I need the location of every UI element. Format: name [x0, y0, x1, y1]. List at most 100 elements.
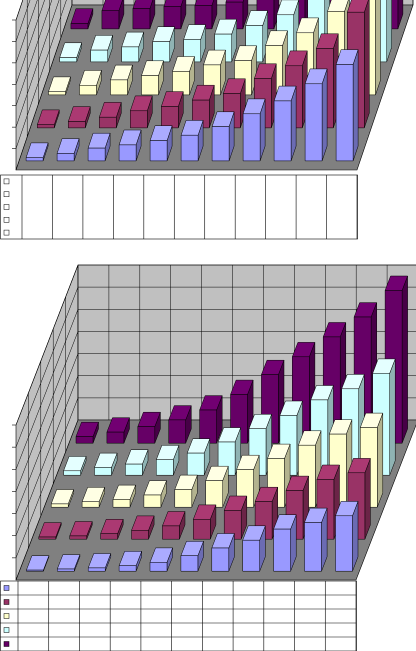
bar-front [69, 535, 87, 540]
bar-series-1-category-11 [335, 49, 359, 162]
bar-front [172, 71, 190, 96]
bar-front [63, 470, 81, 476]
bar-series-2-category-5 [160, 91, 184, 129]
bar-series-4-category-4 [152, 26, 176, 63]
bar-front [273, 100, 292, 162]
bar-series-2-category-4 [129, 95, 153, 129]
bar-side [321, 68, 328, 161]
bar-series-1-category-4 [118, 129, 142, 162]
bar-front [162, 525, 180, 540]
bar-front [118, 144, 137, 162]
bar-front [50, 503, 69, 508]
bar-front [152, 41, 170, 63]
legend-key-series-4 [3, 627, 10, 633]
bar-series-4-category-7 [245, 10, 269, 63]
bar-front [118, 565, 137, 572]
bar-front [121, 46, 139, 63]
bar-series-3-category-2 [79, 70, 102, 96]
bar-series-1-category-8 [242, 98, 266, 162]
bar-front [242, 539, 260, 572]
bar-front [112, 499, 131, 508]
legend-key-series-2 [3, 599, 10, 605]
bar-series-1-category-8 [242, 525, 266, 572]
bar-series-5-category-2 [101, 0, 125, 30]
bar-series-1-category-4 [118, 551, 143, 572]
bar-front [87, 147, 106, 162]
bar-series-2-category-7 [223, 495, 248, 540]
bar-series-2-category-2 [69, 521, 93, 540]
bar-front [205, 480, 223, 508]
bar-series-5-category-3 [132, 0, 156, 30]
bar-series-1-category-9 [273, 85, 297, 162]
bar-series-1-category-2 [56, 554, 81, 572]
bar-series-1-category-7 [211, 533, 235, 572]
bar-front [186, 452, 205, 476]
bar-series-5-category-2 [106, 417, 130, 444]
bar-series-2-category-1 [38, 522, 62, 540]
bar-series-1-category-1 [25, 142, 49, 162]
bar-series-2-category-2 [67, 106, 91, 129]
bar-front [59, 57, 77, 63]
bar-series-4-category-3 [125, 449, 149, 476]
bar-series-3-category-3 [110, 64, 133, 96]
bar-series-1-category-11 [335, 501, 359, 572]
bar-front [131, 530, 149, 540]
legend-key-series-1 [3, 585, 10, 591]
bar-front [68, 121, 86, 129]
bar-front [149, 140, 168, 162]
bar-series-5-category-1 [75, 421, 99, 444]
legend-key-series-3 [3, 613, 10, 619]
bar-front [37, 124, 55, 129]
bar-series-3-category-8 [267, 443, 291, 508]
data-table-border [0, 580, 357, 651]
bar-front [161, 106, 179, 129]
bar-front [168, 419, 186, 444]
bar-series-1-category-6 [180, 120, 204, 162]
bar-series-4-category-6 [217, 427, 242, 476]
gridline-horizontal [15, 0, 67, 149]
bar-series-1-category-10 [304, 507, 328, 572]
bar-side [389, 358, 396, 476]
gridline-horizontal [15, 0, 53, 106]
bar-front [106, 431, 125, 444]
bar-series-5-category-8 [291, 342, 316, 444]
bar-front [57, 568, 75, 572]
bar-series-2-category-3 [100, 519, 124, 540]
bar-series-3-category-3 [112, 484, 136, 508]
bar-series-3-category-2 [81, 487, 106, 508]
bar-front [163, 6, 182, 30]
bar-side [377, 413, 384, 508]
data-table [0, 174, 358, 240]
chart-2 [0, 264, 416, 651]
bar-side [352, 49, 359, 161]
bar-front [143, 494, 162, 508]
bar-series-4-category-3 [121, 31, 145, 63]
bar-series-2-category-3 [98, 102, 122, 129]
bar-front [101, 10, 120, 30]
bar-front [174, 489, 193, 508]
legend-key-series-4 [3, 217, 10, 223]
bar-side [401, 275, 408, 444]
bar-front [180, 555, 199, 572]
bar-series-3-category-1 [50, 489, 75, 508]
bar-front [94, 467, 112, 476]
bar-front [125, 463, 143, 476]
bar-series-2-category-4 [131, 515, 155, 540]
gridline-horizontal [15, 0, 45, 85]
bar-front [26, 569, 44, 572]
bar-series-2-category-5 [162, 511, 186, 540]
bar-series-4-category-2 [90, 35, 114, 63]
bar-front [137, 426, 156, 444]
bar-side [375, 0, 381, 95]
bar-front [130, 110, 148, 129]
bar-front [87, 567, 106, 572]
bar-front [223, 510, 242, 540]
bar-series-4-category-1 [63, 456, 87, 476]
bar-front [75, 436, 94, 444]
bar-front [79, 85, 97, 96]
bar-front [81, 501, 100, 508]
bar-series-4-category-2 [94, 452, 118, 476]
bar-series-1-category-9 [273, 514, 297, 572]
bar-front [149, 562, 168, 572]
bar-series-1-category-2 [56, 138, 80, 162]
